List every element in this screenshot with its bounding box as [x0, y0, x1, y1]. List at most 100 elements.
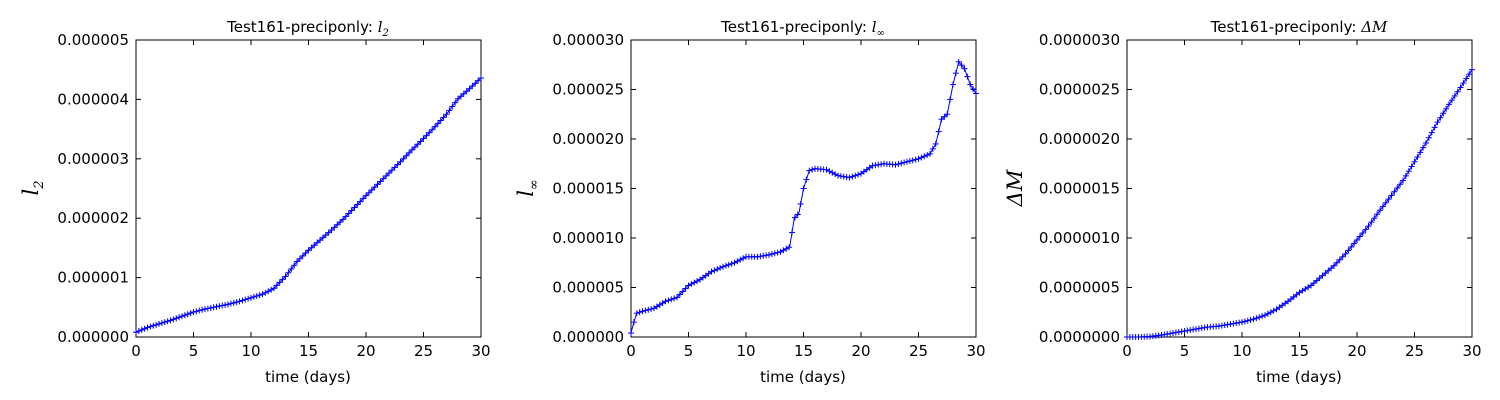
data-point	[1359, 230, 1366, 237]
data-point	[1400, 177, 1406, 184]
y-axis-label: ΔM	[1003, 169, 1027, 207]
y-tick-label: 0.000005	[552, 279, 624, 297]
data-point	[935, 128, 942, 135]
x-tick-label: 0	[131, 342, 141, 360]
data-point	[236, 298, 243, 305]
data-point	[150, 322, 157, 329]
data-point	[1241, 318, 1248, 325]
data-point	[472, 80, 479, 87]
y-tick-label: 0.0000025	[1039, 81, 1120, 99]
data-point	[783, 245, 790, 252]
x-tick-label: 25	[1405, 342, 1424, 360]
data-point	[1446, 101, 1452, 108]
data-point	[671, 295, 678, 302]
data-point	[662, 298, 669, 305]
data-point	[279, 276, 286, 283]
data-point	[1425, 134, 1432, 141]
data-point	[179, 313, 185, 320]
data-point	[1382, 199, 1389, 206]
data-point	[460, 90, 467, 97]
data-point	[291, 262, 298, 269]
data-point	[904, 158, 910, 165]
data-point	[196, 307, 203, 314]
data-point	[1342, 250, 1349, 257]
data-point	[345, 210, 352, 217]
data-point	[961, 65, 968, 72]
y-axis-label: l∞	[514, 179, 542, 197]
data-point	[711, 267, 718, 274]
data-point	[153, 321, 160, 328]
data-point	[628, 330, 634, 337]
data-point	[645, 306, 652, 313]
data-point	[1469, 66, 1475, 73]
data-point	[319, 234, 326, 241]
data-point	[337, 219, 344, 226]
data-point	[225, 301, 231, 308]
data-point	[927, 150, 933, 157]
chart-title-prefix: Test161-preciponly:	[720, 18, 872, 36]
x-tick-label: 30	[966, 342, 985, 360]
data-point	[1267, 309, 1274, 316]
data-point	[1440, 110, 1447, 117]
chart-title-math: ΔM	[1360, 18, 1388, 36]
data-point	[227, 300, 234, 307]
data-point	[239, 297, 246, 304]
data-point	[849, 173, 856, 180]
data-point	[1256, 314, 1263, 321]
chart-title-math-sub: 2	[382, 28, 389, 39]
data-point	[714, 266, 721, 273]
data-point	[380, 175, 387, 182]
y-tick-label: 0.000015	[552, 180, 624, 198]
data-point	[1443, 105, 1450, 112]
data-point	[167, 317, 174, 324]
data-point	[1264, 310, 1271, 317]
data-point	[170, 316, 177, 323]
x-tick-label: 5	[189, 342, 199, 360]
chart-title: Test161-preciponly: ΔM	[1210, 18, 1388, 36]
x-tick-label: 5	[684, 342, 694, 360]
y-tick-label: 0.000000	[57, 328, 129, 346]
data-point	[449, 103, 456, 110]
data-point	[912, 156, 919, 163]
y-tick-label: 0.000020	[552, 130, 624, 148]
data-point	[351, 204, 358, 211]
data-point	[388, 167, 395, 174]
data-point	[135, 328, 142, 335]
data-point	[210, 304, 217, 311]
data-point	[253, 293, 260, 300]
y-axis-label-main: l	[19, 189, 43, 196]
data-point	[829, 169, 836, 176]
x-tick-label: 20	[1347, 342, 1366, 360]
y-axis-label-main: l	[514, 190, 538, 197]
data-point	[360, 195, 367, 202]
data-point	[1365, 223, 1372, 230]
data-point	[1374, 211, 1381, 218]
data-point	[794, 211, 801, 218]
data-point	[1402, 172, 1409, 179]
data-point	[202, 306, 208, 313]
series-line	[135, 77, 482, 333]
data-point	[403, 152, 410, 159]
y-tick-label: 0.000004	[57, 90, 129, 108]
y-tick-label: 0.0000020	[1039, 130, 1120, 148]
data-point	[443, 111, 450, 118]
data-point	[334, 221, 341, 228]
data-point	[1428, 129, 1435, 136]
y-axis-label: l2	[19, 181, 47, 196]
data-point	[147, 323, 154, 330]
y-tick-label: 0.0000000	[1039, 328, 1120, 346]
data-point	[365, 189, 372, 196]
data-point	[305, 247, 312, 254]
data-point	[285, 269, 292, 276]
data-point	[740, 255, 747, 262]
data-point	[429, 126, 436, 133]
data-point	[708, 268, 715, 275]
y-tick-label: 0.000010	[552, 229, 624, 247]
x-tick-label: 30	[1462, 342, 1481, 360]
x-axis-label: time (days)	[265, 368, 351, 386]
data-point	[1331, 262, 1337, 269]
data-point	[308, 244, 315, 251]
data-point	[929, 145, 936, 152]
data-point	[158, 320, 165, 327]
